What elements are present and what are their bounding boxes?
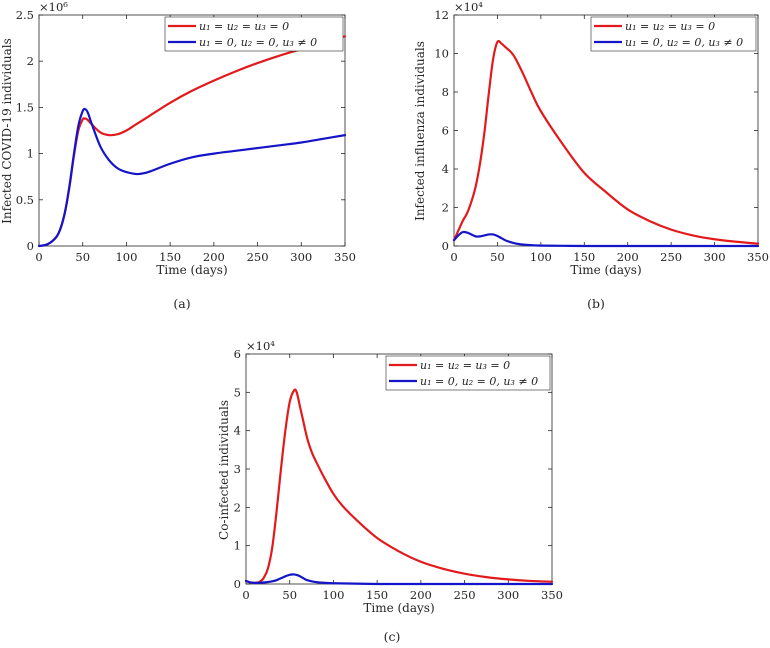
- y-axis: 0 0.5 1 1.5 2 2.5: [16, 8, 345, 253]
- y-tick-label: 0.5: [16, 193, 34, 207]
- panel-caption: (c): [384, 629, 401, 644]
- x-tick-label: 250: [454, 588, 476, 602]
- y-tick-label: 3: [234, 462, 241, 476]
- x-axis-label: Time (days): [156, 263, 227, 277]
- series-line-blue: [37, 107, 347, 248]
- x-axis-label: Time (days): [570, 263, 641, 277]
- x-tick-label: 250: [247, 250, 269, 264]
- x-tick-label: 300: [290, 250, 312, 264]
- x-tick-label: 350: [541, 588, 563, 602]
- y-tick-label: 0: [27, 239, 34, 253]
- legend: u₁ = u₂ = u₃ = 0 u₁ = 0, u₂ = 0, u₃ ≠ 0: [385, 355, 551, 391]
- legend-label: u₁ = 0, u₂ = 0, u₃ ≠ 0: [625, 36, 743, 49]
- y-tick-label: 2: [234, 500, 241, 514]
- series-line-blue: [244, 573, 554, 586]
- x-tick-label: 250: [660, 250, 682, 264]
- y-exponent: ×10⁶: [39, 0, 68, 14]
- legend-label: u₁ = u₂ = u₃ = 0: [625, 20, 715, 33]
- x-tick-label: 150: [366, 588, 388, 602]
- y-tick-label: 10: [434, 47, 449, 61]
- y-tick-label: 4: [234, 424, 241, 438]
- legend-label: u₁ = 0, u₂ = 0, u₃ ≠ 0: [420, 375, 538, 388]
- y-exponent: ×10⁴: [246, 339, 275, 353]
- y-axis-label: Infected influenza individuals: [413, 41, 427, 221]
- y-tick-label: 4: [442, 162, 449, 176]
- legend-label: u₁ = 0, u₂ = 0, u₃ ≠ 0: [199, 36, 317, 49]
- y-tick-label: 12: [434, 8, 449, 22]
- y-axis: 0 1 2 3 4 5 6: [234, 347, 552, 591]
- x-tick-label: 0: [450, 250, 457, 264]
- legend-label: u₁ = u₂ = u₃ = 0: [420, 359, 510, 372]
- legend-box: [590, 16, 757, 52]
- x-tick-label: 150: [573, 250, 595, 264]
- x-tick-label: 100: [530, 250, 552, 264]
- series-lines: [37, 35, 347, 248]
- panel-b-influenza: 0 50 100 150 200 250 300 350 0 2 4 6 8 10 12 Time (da…: [413, 0, 769, 311]
- series-lines: [244, 388, 554, 586]
- y-tick-label: 1: [234, 539, 241, 553]
- x-tick-label: 100: [322, 588, 344, 602]
- y-axis: 0 2 4 6 8 10 12: [434, 8, 758, 253]
- series-line-blue: [452, 230, 760, 248]
- x-tick-label: 350: [334, 250, 356, 264]
- y-tick-label: 8: [442, 85, 449, 99]
- y-tick-label: 0: [234, 577, 241, 591]
- x-tick-label: 0: [35, 250, 42, 264]
- panel-a-covid: 0 50 100 150 200 250 300 350 0 0.5 1 1.5 2 2.5 Time …: [0, 0, 356, 311]
- legend: u₁ = u₂ = u₃ = 0 u₁ = 0, u₂ = 0, u₃ ≠ 0: [590, 16, 757, 52]
- y-tick-label: 2.5: [16, 8, 34, 22]
- y-axis-label: Co-infected individuals: [217, 400, 231, 540]
- y-tick-label: 0: [442, 239, 449, 253]
- y-tick-label: 5: [234, 385, 241, 399]
- y-tick-label: 2: [442, 201, 449, 215]
- y-tick-label: 1: [27, 147, 34, 161]
- x-tick-label: 200: [410, 588, 432, 602]
- x-axis-label: Time (days): [363, 601, 434, 615]
- legend-box: [385, 355, 551, 391]
- x-tick-label: 350: [747, 250, 769, 264]
- legend-label: u₁ = u₂ = u₃ = 0: [199, 20, 289, 33]
- y-exponent: ×10⁴: [454, 0, 483, 14]
- legend-box: [164, 16, 344, 52]
- x-tick-label: 0: [242, 588, 249, 602]
- panel-caption: (a): [173, 296, 190, 311]
- plot-frame: [453, 14, 759, 247]
- x-tick-label: 150: [159, 250, 181, 264]
- y-tick-label: 1.5: [16, 100, 34, 114]
- x-tick-label: 50: [75, 250, 90, 264]
- plot-frame: [38, 14, 346, 247]
- y-tick-label: 6: [234, 347, 241, 361]
- series-line-red: [244, 388, 554, 584]
- x-tick-label: 50: [490, 250, 505, 264]
- x-tick-label: 100: [115, 250, 137, 264]
- series-line-red: [452, 39, 760, 245]
- x-axis: 0 50 100 150 200 250 300 350: [450, 15, 769, 264]
- x-tick-label: 200: [203, 250, 225, 264]
- series-lines: [452, 39, 760, 248]
- y-tick-label: 2: [27, 54, 34, 68]
- x-tick-label: 200: [617, 250, 639, 264]
- y-axis-label: Infected COVID-19 individuals: [0, 38, 14, 224]
- legend: u₁ = u₂ = u₃ = 0 u₁ = 0, u₂ = 0, u₃ ≠ 0: [164, 16, 344, 52]
- x-tick-label: 50: [282, 588, 297, 602]
- y-tick-label: 6: [442, 124, 449, 138]
- x-tick-label: 300: [497, 588, 519, 602]
- panel-c-coinfected: 0 50 100 150 200 250 300 350 0 1 2 3 4 5 6 Time (days…: [217, 339, 563, 644]
- x-tick-label: 300: [704, 250, 726, 264]
- panel-caption: (b): [587, 296, 605, 311]
